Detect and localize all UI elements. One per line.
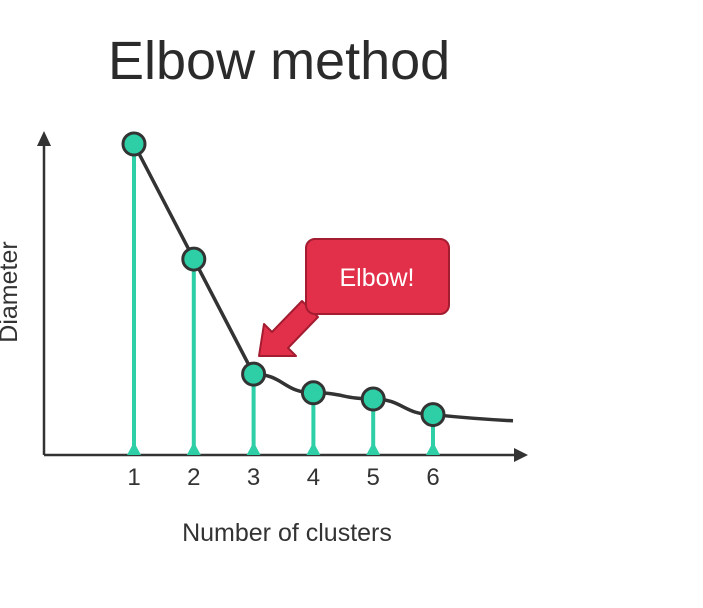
stem-base-6 [426,442,440,455]
stem-base-4 [306,442,321,455]
elbow-callout: Elbow! [258,238,450,357]
stem-base-1 [127,442,141,455]
data-point-6 [420,402,446,428]
x-tick-1: 1 [127,464,140,491]
x-tick-2: 2 [187,464,200,491]
x-tick-6: 6 [426,464,439,491]
y-axis-label: Diameter [0,241,23,342]
stem-base-5 [366,442,381,455]
callout-box [305,238,450,315]
x-tick-labels: 1 2 3 4 5 6 [127,464,439,491]
data-point-5 [360,386,386,412]
data-point-1 [121,131,147,157]
x-tick-5: 5 [367,464,380,491]
x-tick-3: 3 [247,464,260,491]
data-point-3 [241,361,267,387]
data-markers [121,131,446,428]
x-tick-4: 4 [307,464,320,491]
stem-base-3 [246,442,261,455]
axes [37,131,528,462]
data-point-4 [300,380,326,406]
y-axis-arrowhead [37,131,51,146]
callout-label: Elbow! [339,264,414,292]
x-axis-label: Number of clusters [182,519,392,547]
data-point-2 [181,246,207,272]
x-axis-arrowhead [514,448,528,462]
chart-title: Elbow method [108,31,450,91]
stem-base-2 [186,442,201,455]
